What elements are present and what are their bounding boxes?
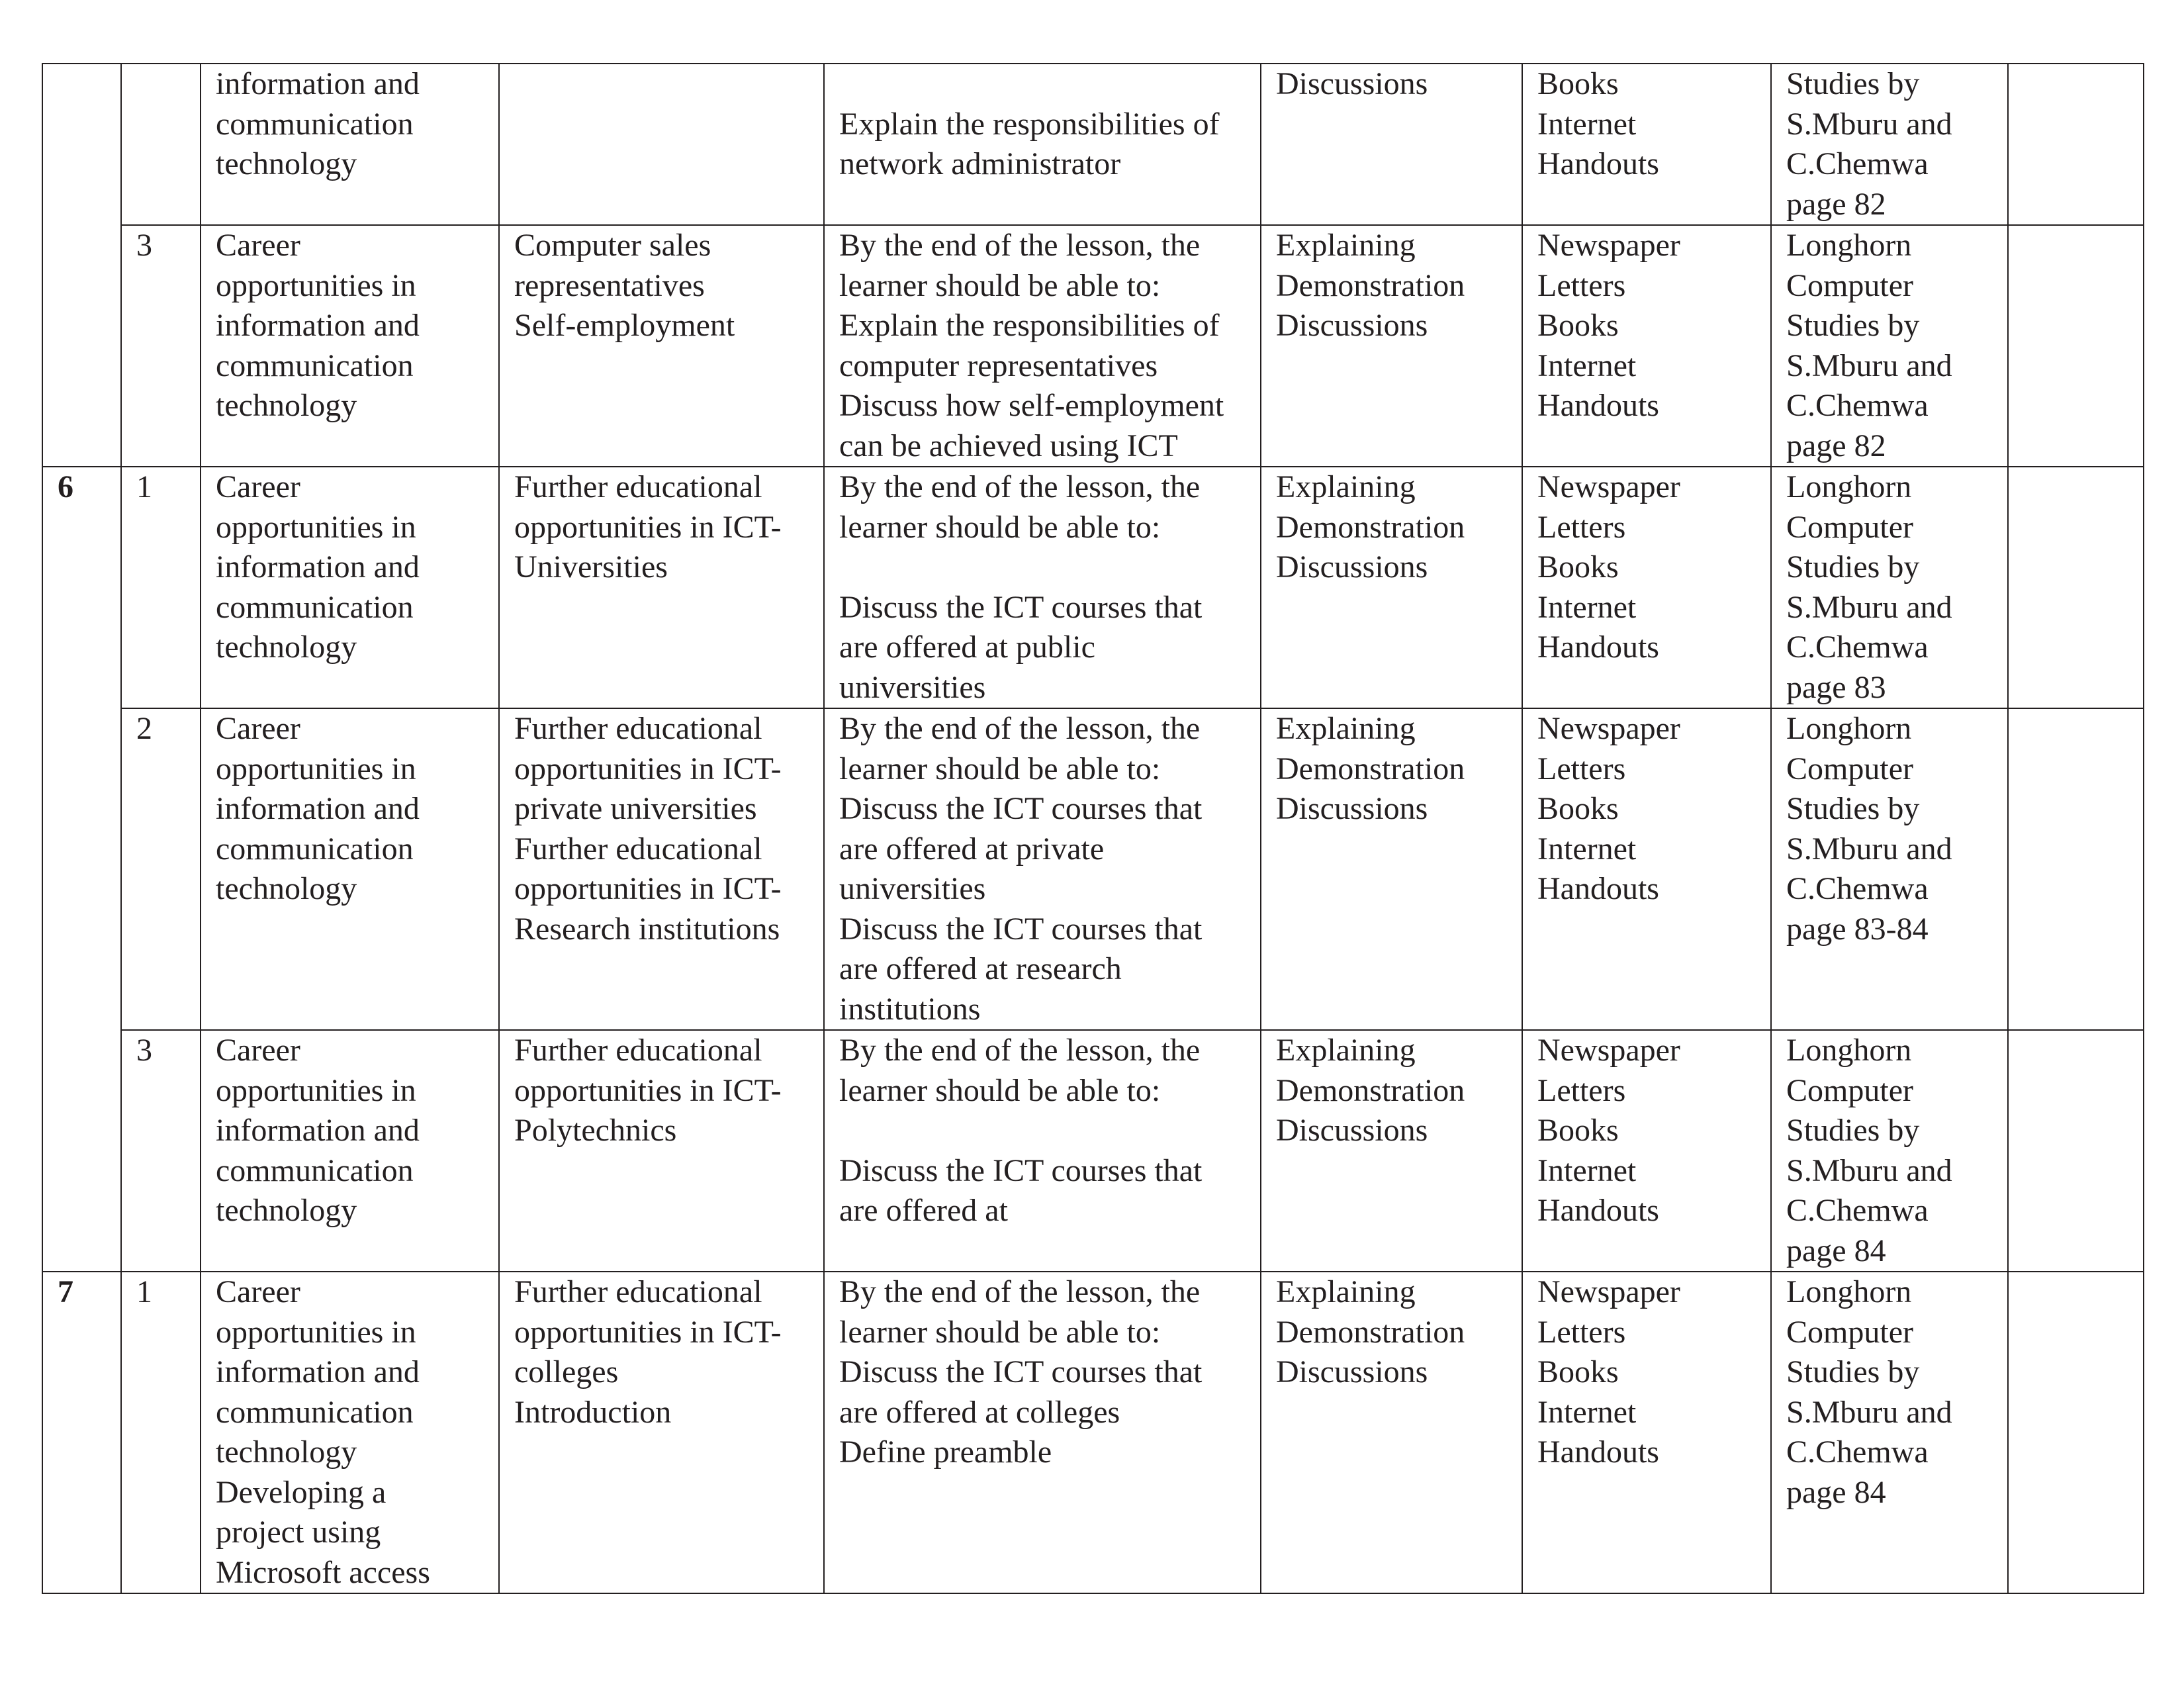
methods-cell: Explaining Demonstration Discussions	[1260, 466, 1523, 709]
references-cell: Longhorn Computer Studies by S.Mburu and…	[1770, 1271, 2009, 1594]
lesson-cell: 3	[120, 224, 201, 467]
references-cell: Longhorn Computer Studies by S.Mburu and…	[1770, 466, 2009, 709]
lesson-cell: 2	[120, 708, 201, 1031]
topic-cell: Career opportunities in information and …	[200, 224, 500, 467]
resources-cell: Newspaper Letters Books Internet Handout…	[1522, 1271, 1772, 1594]
table-row: 3 Career opportunities in information an…	[42, 224, 2144, 467]
objectives-cell: By the end of the lesson, the learner sh…	[823, 224, 1261, 467]
topic-cell: Career opportunities in information and …	[200, 1029, 500, 1272]
lesson-cell	[120, 63, 201, 226]
topic-cell: information and communication technology	[200, 63, 500, 226]
table-row: information and communication technology…	[42, 63, 2144, 467]
subtopic-cell: Further educational opportunities in ICT…	[498, 1029, 825, 1272]
remarks-cell	[2007, 466, 2144, 709]
objectives-cell: By the end of the lesson, the learner sh…	[823, 466, 1261, 709]
lesson-cell: 3	[120, 1029, 201, 1272]
lesson-cell: 1	[120, 466, 201, 709]
topic-cell: Career opportunities in information and …	[200, 1271, 500, 1594]
methods-cell: Discussions	[1260, 63, 1523, 226]
resources-cell: Newspaper Letters Books Internet Handout…	[1522, 708, 1772, 1031]
subtopic-cell: Further educational opportunities in ICT…	[498, 708, 825, 1031]
remarks-cell	[2007, 708, 2144, 1031]
references-cell: Longhorn Computer Studies by S.Mburu and…	[1770, 224, 2009, 467]
resources-cell: Newspaper Letters Books Internet Handout…	[1522, 466, 1772, 709]
resources-cell: Newspaper Letters Books Internet Handout…	[1522, 224, 1772, 467]
topic-cell: Career opportunities in information and …	[200, 708, 500, 1031]
week-cell: 6	[42, 466, 122, 1272]
lesson-cell: 1	[120, 1271, 201, 1594]
objectives-cell: By the end of the lesson, the learner sh…	[823, 708, 1261, 1031]
subtopic-cell	[498, 63, 825, 226]
week-cell: 7	[42, 1271, 122, 1594]
subtopic-cell: Computer sales representatives Self-empl…	[498, 224, 825, 467]
remarks-cell	[2007, 1029, 2144, 1272]
scheme-of-work-table: information and communication technology…	[42, 63, 2144, 1594]
remarks-cell	[2007, 63, 2144, 226]
subtopic-cell: Further educational opportunities in ICT…	[498, 1271, 825, 1594]
methods-cell: Explaining Demonstration Discussions	[1260, 1271, 1523, 1594]
resources-cell: Books Internet Handouts	[1522, 63, 1772, 226]
topic-cell: Career opportunities in information and …	[200, 466, 500, 709]
resources-cell: Newspaper Letters Books Internet Handout…	[1522, 1029, 1772, 1272]
subtopic-cell: Further educational opportunities in ICT…	[498, 466, 825, 709]
objectives-cell: By the end of the lesson, the learner sh…	[823, 1271, 1261, 1594]
objectives-cell: Explain the responsibilities of network …	[823, 63, 1261, 226]
references-cell: Studies by S.Mburu and C.Chemwa page 82	[1770, 63, 2009, 226]
table-row: 2 Career opportunities in information an…	[42, 708, 2144, 1031]
references-cell: Longhorn Computer Studies by S.Mburu and…	[1770, 708, 2009, 1031]
methods-cell: Explaining Demonstration Discussions	[1260, 1029, 1523, 1272]
table-row: 6 1 Career opportunities in information …	[42, 466, 2144, 1272]
remarks-cell	[2007, 1271, 2144, 1594]
table-row: 3 Career opportunities in information an…	[42, 1029, 2144, 1272]
methods-cell: Explaining Demonstration Discussions	[1260, 708, 1523, 1031]
table-row: 7 1 Career opportunities in information …	[42, 1271, 2144, 1594]
remarks-cell	[2007, 224, 2144, 467]
week-cell	[42, 63, 122, 467]
references-cell: Longhorn Computer Studies by S.Mburu and…	[1770, 1029, 2009, 1272]
methods-cell: Explaining Demonstration Discussions	[1260, 224, 1523, 467]
objectives-cell: By the end of the lesson, the learner sh…	[823, 1029, 1261, 1272]
